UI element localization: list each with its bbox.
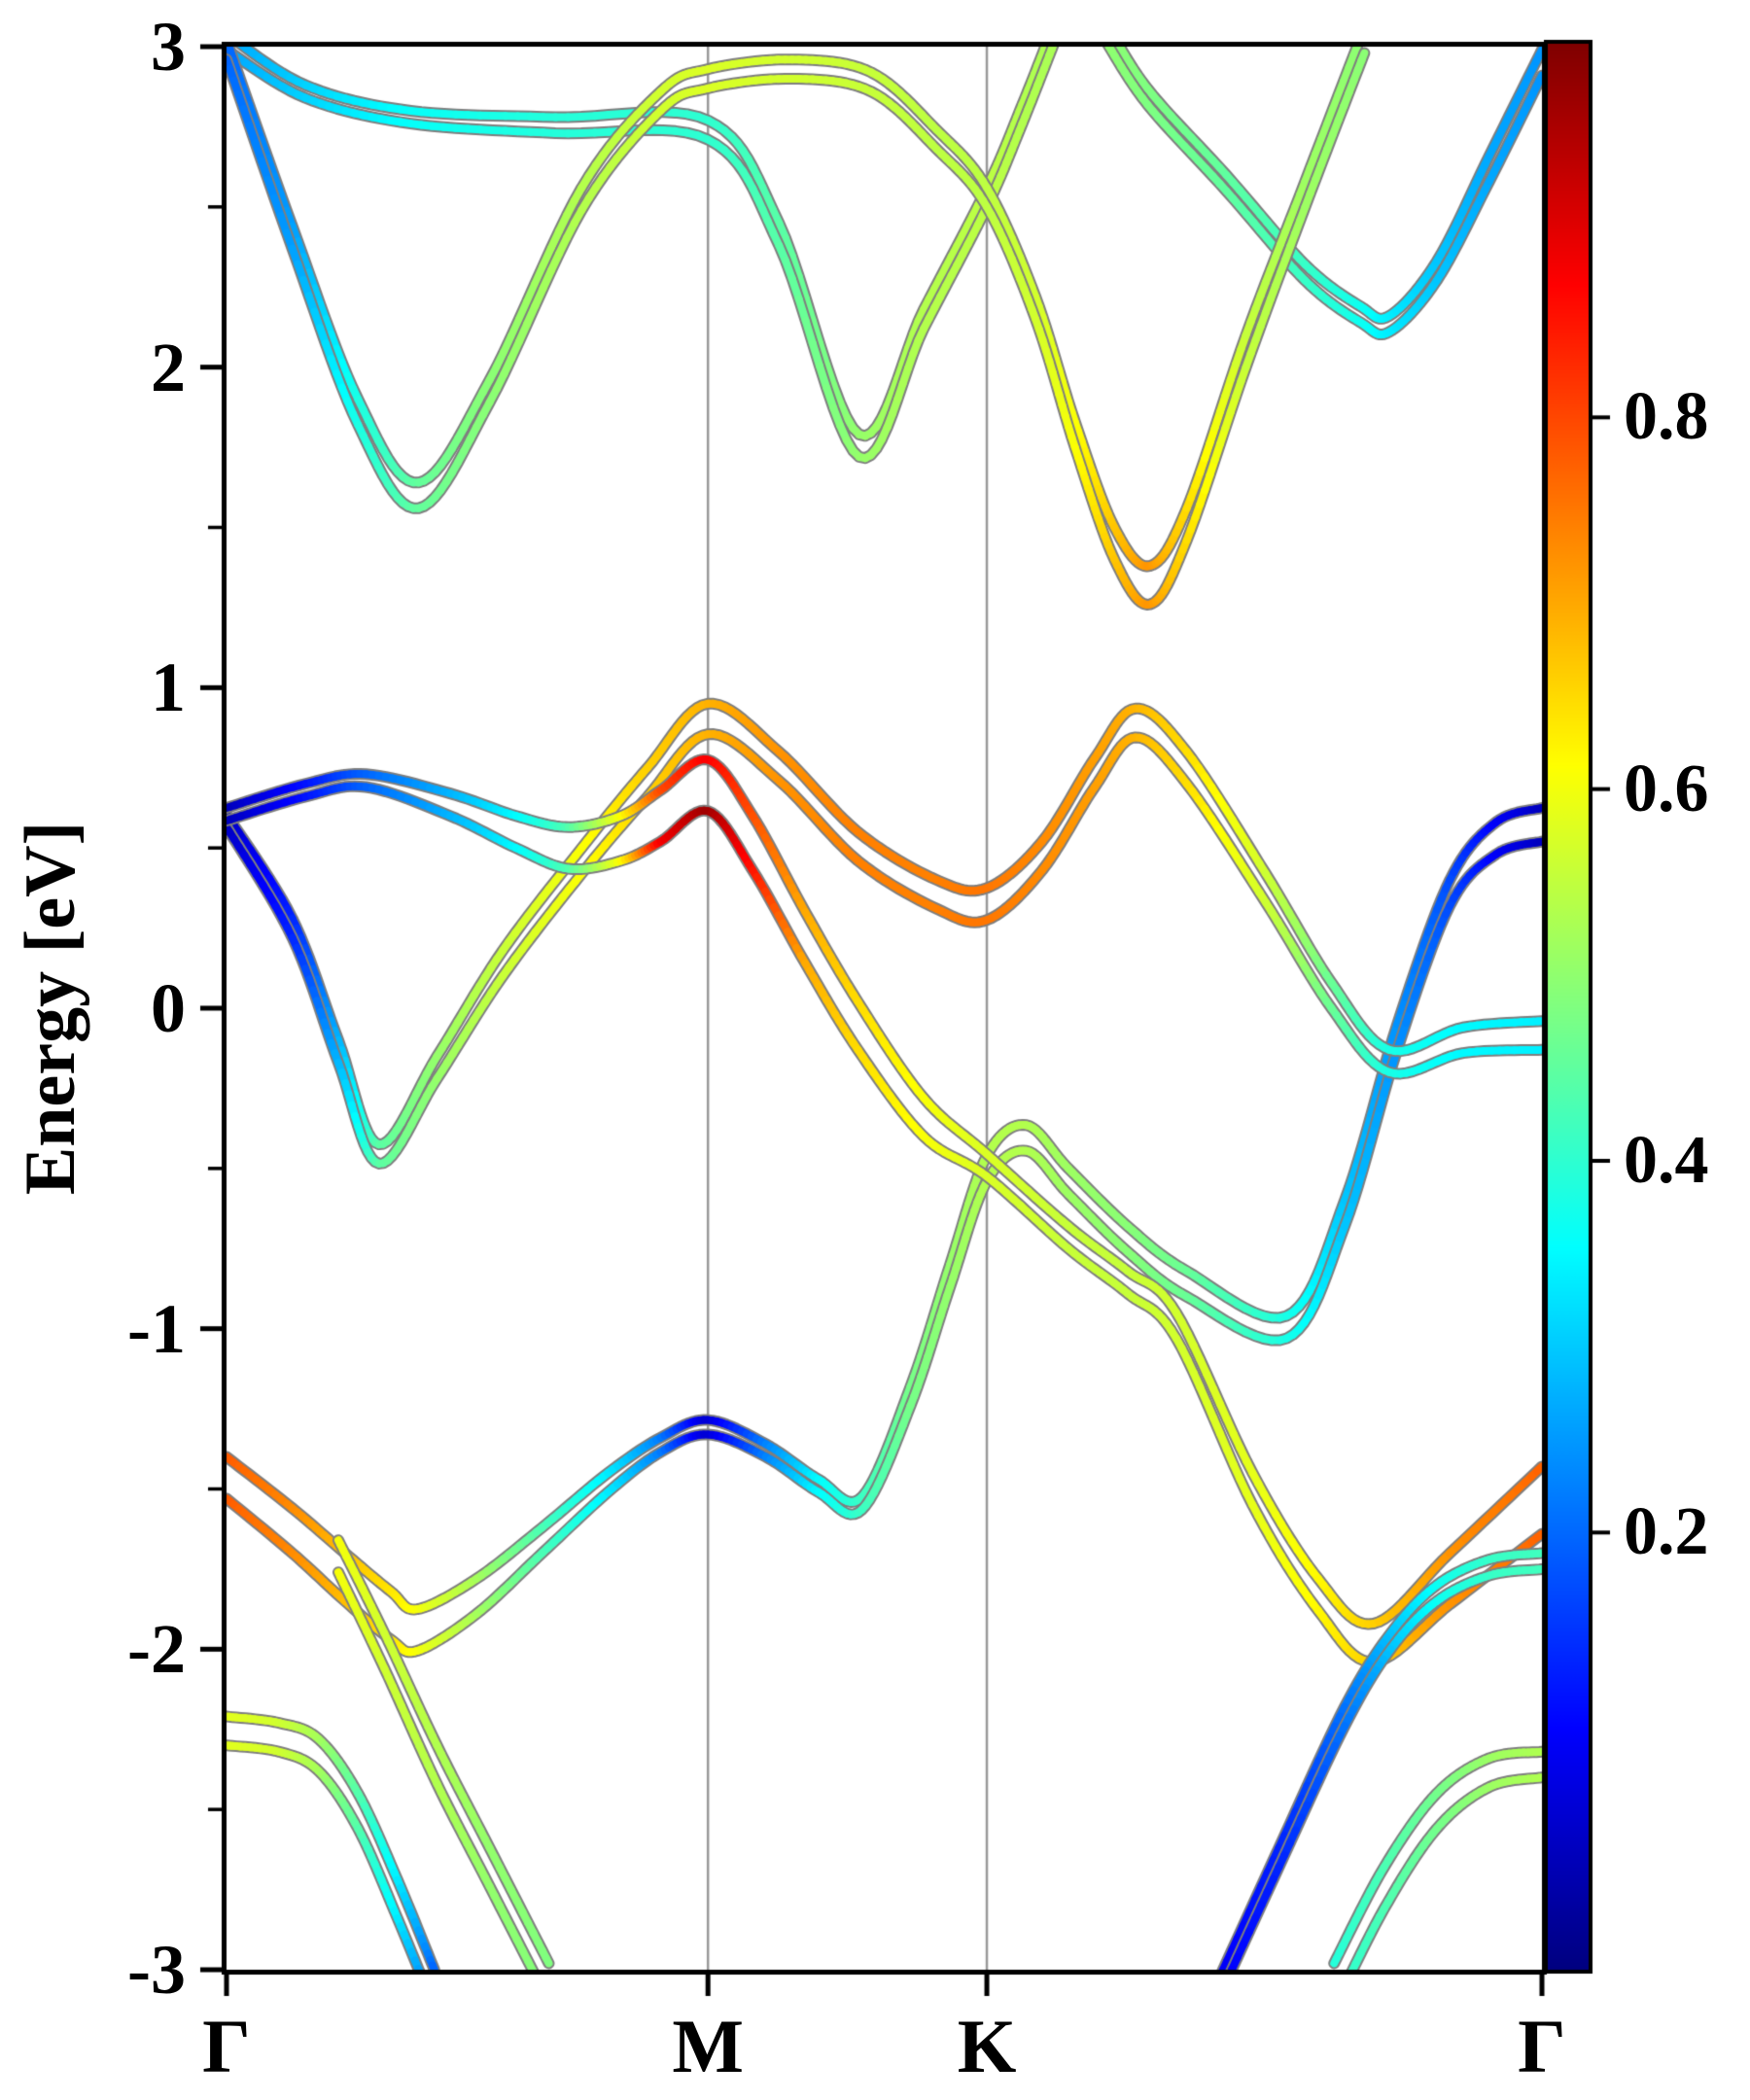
y-tick-label: 1 [151,648,186,727]
colorbar-tick-label: 0.2 [1624,1494,1709,1570]
y-tick-label: 2 [151,328,186,406]
y-tick-label: -2 [127,1610,186,1689]
y-tick-label: -3 [127,1931,186,2009]
y-tick-label: -1 [127,1289,186,1368]
x-tick-label: Γ [1518,2004,1566,2088]
colorbar-tick-label: 0.4 [1624,1122,1709,1198]
x-tick-label: K [957,2004,1017,2088]
y-tick-label: 0 [151,969,186,1047]
y-tick-label: 3 [151,8,186,86]
colorbar-tick-label: 0.6 [1624,751,1709,826]
x-tick-label: Γ [202,2004,251,2088]
colorbar-tick-label: 0.8 [1624,379,1709,455]
y-axis-title: Energy [eV] [11,821,90,1196]
x-tick-label: M [672,2004,744,2088]
